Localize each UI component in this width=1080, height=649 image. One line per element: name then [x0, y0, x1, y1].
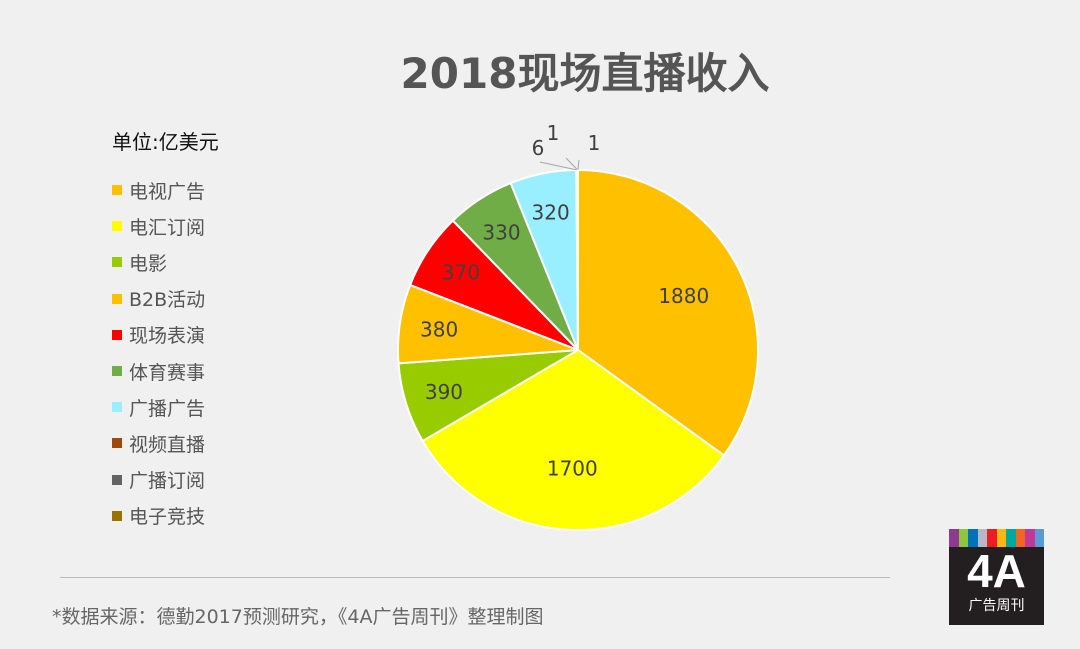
logo-main: 4A [967, 545, 1026, 597]
legend-item: 体育赛事 [112, 353, 205, 389]
data-label: 370 [442, 260, 480, 284]
legend-label: 广播订阅 [129, 470, 206, 493]
legend-item: 电汇订阅 [112, 208, 205, 244]
legend-item: 电影 [112, 244, 205, 280]
legend-swatch [112, 366, 122, 377]
data-label: 320 [532, 200, 570, 224]
data-label: 380 [420, 317, 458, 341]
leader-line [565, 157, 579, 171]
data-label: 330 [482, 220, 520, 244]
data-label: 390 [425, 380, 463, 404]
data-label: 1880 [658, 284, 709, 308]
legend-swatch [112, 221, 122, 232]
divider [60, 577, 890, 578]
unit-label: 单位:亿美元 [112, 130, 219, 154]
legend-label: 现场表演 [129, 325, 206, 348]
legend-item: 视频直播 [112, 425, 205, 461]
pie-slice [421, 348, 726, 531]
leader-line [577, 159, 580, 171]
legend-swatch [112, 329, 122, 340]
legend-swatch [112, 293, 122, 304]
logo-bar [1006, 529, 1016, 547]
data-label: 1700 [547, 457, 598, 481]
legend-swatch [112, 402, 122, 413]
legend-swatch [112, 474, 122, 485]
source-note: *数据来源：德勤2017预测研究，《4A广告周刊》整理制图 [52, 606, 544, 628]
logo-sub: 广告周刊 [968, 598, 1025, 614]
legend-swatch [112, 438, 122, 449]
data-label: 1 [547, 121, 560, 145]
legend-item: 现场表演 [112, 317, 205, 353]
legend-item: 广播订阅 [112, 462, 205, 498]
legend-swatch [112, 257, 122, 268]
legend-item: 电视广告 [112, 172, 205, 208]
data-label: 1 [588, 131, 601, 155]
data-label: 6 [532, 136, 545, 160]
logo-bar [996, 529, 1006, 547]
logo-bar [1025, 529, 1035, 547]
legend-item: B2B活动 [112, 281, 205, 317]
pie-slice [577, 168, 759, 457]
logo-color-bars [949, 529, 1044, 547]
legend-swatch [112, 510, 122, 521]
legend-label: 电视广告 [129, 180, 206, 203]
logo-bar [958, 529, 968, 547]
legend-item: 广播广告 [112, 389, 205, 425]
logo-bar [1034, 529, 1044, 547]
chart-title: 2018现场直播收入 [400, 49, 770, 98]
legend-label: 体育赛事 [129, 361, 206, 384]
legend-swatch [112, 185, 122, 196]
logo-bar [968, 529, 978, 547]
logo-bar [987, 529, 997, 547]
logo-bar [949, 529, 959, 547]
logo: 4A 广告周刊 [949, 529, 1044, 625]
legend-label: 电子竞技 [129, 506, 206, 529]
legend-label: 电汇订阅 [129, 216, 206, 239]
logo-bar [1015, 529, 1025, 547]
logo-bar [977, 529, 987, 547]
legend-label: 广播广告 [129, 397, 206, 420]
legend-label: 视频直播 [129, 433, 206, 456]
leader-line [539, 161, 578, 171]
legend-label: B2B活动 [129, 289, 206, 312]
legend-label: 电影 [129, 252, 168, 275]
legend: 电视广告电汇订阅电影 B2B活动现场表演体育赛事广播广告视频直播广播订阅电子竞技 [112, 172, 205, 534]
legend-item: 电子竞技 [112, 498, 205, 534]
